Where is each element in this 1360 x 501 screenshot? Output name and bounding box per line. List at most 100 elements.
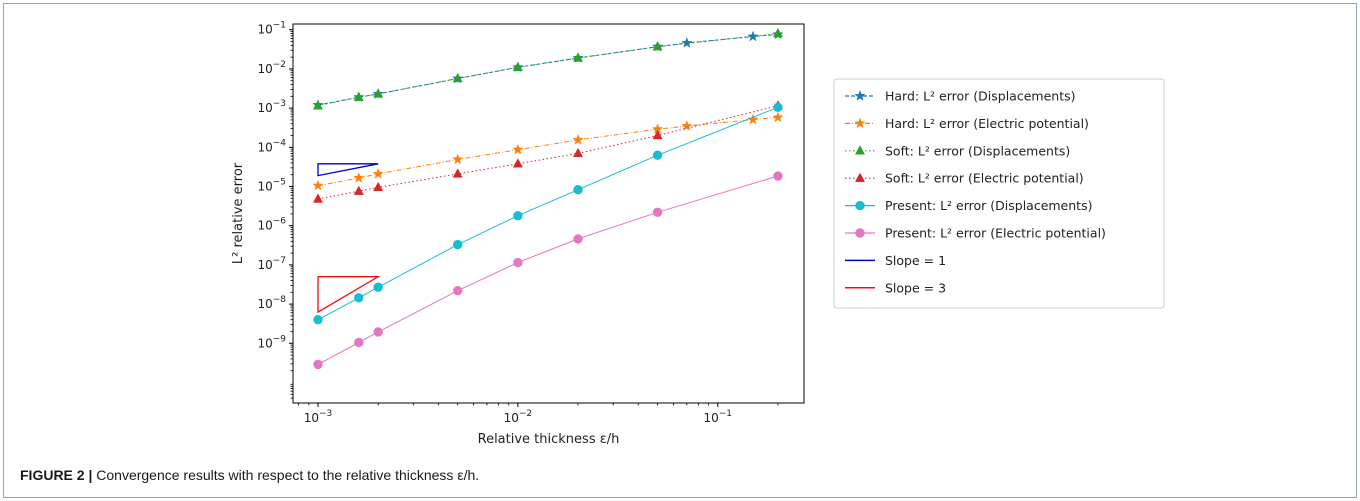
y-tick-label: 10−1 <box>257 21 286 37</box>
y-tick-label: 10−2 <box>257 60 286 76</box>
series-line <box>317 105 779 200</box>
legend: Hard: L² error (Displacements) Hard: L² e… <box>833 78 1165 309</box>
x-tick-label: 10−2 <box>504 409 533 425</box>
data-point <box>652 207 663 217</box>
series-line <box>317 33 778 107</box>
legend-item: Present: L² error (Displacements) <box>845 198 1092 213</box>
legend-box <box>833 78 1165 309</box>
data-point <box>512 143 524 155</box>
data-point <box>452 239 463 250</box>
legend-item: Soft: L² error (Displacements) <box>845 143 1070 158</box>
axes-frame <box>292 23 805 404</box>
data-point <box>354 337 364 348</box>
data-point <box>313 315 323 325</box>
x-tick-label: 10−3 <box>304 409 333 425</box>
legend-label: Present: L² error (Electric potential) <box>885 226 1106 241</box>
data-point <box>452 285 463 296</box>
legend-label: Present: L² error (Displacements) <box>885 198 1092 213</box>
data-point <box>353 172 365 183</box>
series-6 <box>313 171 783 370</box>
data-point <box>652 150 663 160</box>
series-2 <box>312 111 784 191</box>
data-point <box>652 41 663 51</box>
data-point <box>452 168 463 178</box>
data-point <box>313 359 323 370</box>
caption-text: Convergence results with respect to the … <box>96 467 480 483</box>
data-point <box>373 282 383 292</box>
y-tick-label: 10−4 <box>257 138 286 154</box>
y-tick-label: 10−7 <box>257 256 286 272</box>
data-point <box>452 72 463 83</box>
y-tick-label: 10−3 <box>257 99 286 115</box>
data-point <box>312 100 323 110</box>
data-point <box>772 27 783 38</box>
data-point <box>372 168 384 179</box>
legend-marker <box>854 90 866 101</box>
convergence-chart: 10−3 10−2 10−1 10−9 10−8 10−7 10−6 10−5 10−4 10−3… <box>231 21 1165 447</box>
series-layer <box>312 27 784 370</box>
legend-marker <box>855 228 865 238</box>
y-tick-label: 10−9 <box>257 334 286 350</box>
plot-area: 10−3 10−2 10−1 10−9 10−8 10−7 10−6 10−5 10−4 10−3… <box>231 21 805 447</box>
legend-marker <box>855 200 865 211</box>
data-point <box>573 234 583 244</box>
caption-label: FIGURE 2 | <box>20 467 93 483</box>
data-point <box>681 120 693 131</box>
series-1 <box>312 28 784 110</box>
data-point <box>373 181 384 192</box>
legend-label: Soft: L² error (Displacements) <box>885 143 1070 158</box>
legend-item: Soft: L² error (Electric potential) <box>845 171 1084 186</box>
data-point <box>747 113 759 125</box>
y-tick-label: 10−8 <box>257 295 286 311</box>
data-point <box>312 193 323 203</box>
legend-label: Soft: L² error (Electric potential) <box>885 171 1084 186</box>
data-point <box>373 88 384 98</box>
data-point <box>773 171 783 181</box>
data-point <box>573 52 584 62</box>
data-point <box>681 37 693 48</box>
data-point <box>312 179 324 191</box>
data-point <box>572 133 584 145</box>
x-tick-label: 10−1 <box>703 409 732 425</box>
legend-marker <box>854 145 866 155</box>
data-point <box>512 61 523 72</box>
y-axis-label: L² relative error <box>231 162 246 264</box>
data-point <box>772 111 784 123</box>
y-tick-label: 10−6 <box>257 217 286 233</box>
legend-label: Hard: L² error (Electric potential) <box>885 116 1089 131</box>
series-line <box>317 106 779 321</box>
series-line <box>317 175 779 365</box>
series-3 <box>312 27 783 110</box>
slope-triangle <box>317 276 381 314</box>
data-point <box>452 153 464 165</box>
legend-item: Hard: L² error (Displacements) <box>845 89 1075 104</box>
data-point <box>652 129 663 140</box>
series-4 <box>312 100 783 203</box>
legend-label: Slope = 1 <box>885 253 946 268</box>
figure-frame: 10−3 10−2 10−1 10−9 10−8 10−7 10−6 10−5 10−4 10−3… <box>3 3 1357 498</box>
series-8 <box>317 276 381 314</box>
y-tick-label: 10−5 <box>257 178 286 194</box>
legend-item: Slope = 1 <box>845 253 946 268</box>
legend-label: Hard: L² error (Displacements) <box>885 89 1075 104</box>
data-point <box>353 91 364 101</box>
figure-caption: FIGURE 2 | Convergence results with resp… <box>20 467 479 483</box>
data-point <box>773 102 783 112</box>
data-point <box>573 147 584 158</box>
series-5 <box>313 102 783 325</box>
legend-item: Slope = 3 <box>845 280 946 295</box>
data-point <box>353 185 364 195</box>
data-point <box>512 158 523 168</box>
series-line <box>317 116 778 187</box>
legend-marker <box>854 117 866 129</box>
legend-item: Hard: L² error (Electric potential) <box>845 116 1089 131</box>
legend-label: Slope = 3 <box>885 280 946 295</box>
slope-triangle <box>317 163 379 177</box>
series-line <box>317 33 778 106</box>
x-axis-label: Relative thickness ε/h <box>478 432 620 447</box>
data-point <box>373 327 383 337</box>
data-point <box>354 293 364 303</box>
series-7 <box>317 163 379 177</box>
legend-marker <box>854 172 866 182</box>
data-point <box>573 184 583 195</box>
